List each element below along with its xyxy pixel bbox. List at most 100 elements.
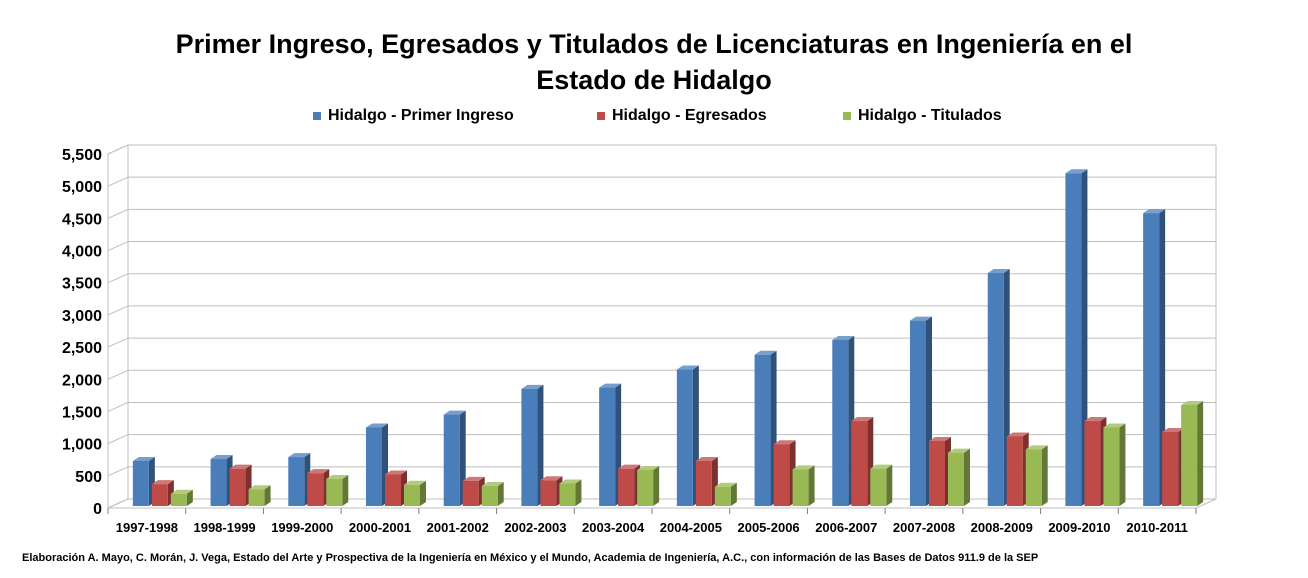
bar <box>792 469 809 506</box>
legend-item-egresados: Hidalgo - Egresados <box>597 107 767 125</box>
bar-top <box>248 485 271 490</box>
bar <box>1025 449 1042 506</box>
gridline-depth <box>107 369 129 380</box>
bar <box>773 444 790 506</box>
bar <box>462 480 479 506</box>
bar-side <box>964 448 970 506</box>
y-tick-label: 2,000 <box>62 372 102 389</box>
bar <box>170 493 187 506</box>
y-tick-label: 0 <box>93 501 102 518</box>
bar-top <box>676 365 699 370</box>
bar-top <box>1065 169 1088 174</box>
bar-side <box>808 465 815 506</box>
bar-side <box>264 485 271 506</box>
bar <box>366 427 382 506</box>
bar-top <box>851 417 874 422</box>
bar <box>288 457 305 506</box>
legend-label-primer-ingreso: Hidalgo - Primer Ingreso <box>328 107 514 124</box>
legend-swatch-primer-ingreso <box>313 112 321 120</box>
bar-top <box>443 410 466 415</box>
bar-top <box>326 474 349 479</box>
bar-top <box>1143 209 1166 214</box>
bar <box>521 388 538 506</box>
bar <box>637 469 654 506</box>
bar-top <box>385 470 407 475</box>
x-tick-label: 1997-1998 <box>116 520 178 535</box>
y-tick-label: 5,000 <box>62 179 102 196</box>
bar-top <box>618 464 641 469</box>
bar-side <box>730 482 737 506</box>
x-tick-label: 2004-2005 <box>660 520 722 535</box>
bar-top <box>1162 427 1185 432</box>
bar-side <box>342 474 349 506</box>
x-tick-label: 2007-2008 <box>893 520 955 535</box>
bar <box>1143 213 1160 507</box>
bar-top <box>773 440 796 445</box>
bar-top <box>1103 423 1126 428</box>
bar <box>676 369 693 506</box>
x-tick-label: 2002-2003 <box>504 520 566 535</box>
bar <box>151 484 168 506</box>
x-tick-label: 2001-2002 <box>427 520 489 535</box>
bar <box>404 484 420 506</box>
bar-top <box>599 383 622 388</box>
gridline-depth <box>107 498 129 509</box>
bar <box>851 421 868 506</box>
bar <box>910 320 926 506</box>
x-tick-label: 1998-1999 <box>193 520 255 535</box>
bar <box>540 480 557 506</box>
bar <box>870 468 887 506</box>
bar <box>1084 421 1101 506</box>
x-tick-label: 2009-2010 <box>1048 520 1110 535</box>
bar <box>559 483 576 506</box>
bar-side <box>1041 445 1048 506</box>
side-wall <box>107 144 129 509</box>
bar-side <box>497 482 504 506</box>
bar <box>132 460 149 506</box>
bar-top <box>870 464 893 469</box>
gridline-depth <box>107 208 129 219</box>
bar-top <box>714 482 737 487</box>
chart-title-line-1: Primer Ingreso, Egresados y Titulados de… <box>175 29 1133 59</box>
y-tick-label: 5,500 <box>62 147 102 164</box>
gridline-depth <box>107 176 129 187</box>
bar-top <box>987 269 1010 274</box>
y-tick-label: 2,500 <box>62 340 102 357</box>
bar-top <box>792 465 815 470</box>
bar <box>229 468 246 506</box>
bar-side <box>886 464 893 506</box>
bar-top <box>366 423 388 428</box>
legend-label-titulados: Hidalgo - Titulados <box>858 107 1002 124</box>
bar-side <box>575 479 582 506</box>
y-tick-label: 4,000 <box>62 244 102 261</box>
bar-top <box>288 453 311 458</box>
bar <box>929 440 945 506</box>
bar-top <box>754 350 777 355</box>
bar-top <box>151 480 174 485</box>
x-tick-label: 2010-2011 <box>1126 520 1187 535</box>
bar <box>443 414 460 506</box>
bar-side <box>1119 423 1126 506</box>
bar <box>1006 436 1023 506</box>
x-tick-label: 2005-2006 <box>737 520 799 535</box>
x-tick-label: 2000-2001 <box>349 520 411 535</box>
bar-top <box>1025 445 1048 450</box>
bar <box>248 489 265 506</box>
bar <box>987 273 1004 506</box>
bar <box>1181 404 1198 506</box>
gridline-depth <box>107 466 129 477</box>
chart-title: Primer Ingreso, Egresados y Titulados de… <box>0 26 1308 98</box>
bar-top <box>1181 400 1204 405</box>
bar <box>714 486 731 506</box>
y-tick-label: 1,000 <box>62 437 102 454</box>
gridline-depth <box>107 337 129 348</box>
x-tick-label: 1999-2000 <box>271 520 333 535</box>
bar <box>385 474 401 506</box>
bar-top <box>540 476 563 481</box>
bar <box>307 473 324 506</box>
x-tick-label: 2006-2007 <box>815 520 877 535</box>
bar-top <box>929 436 951 441</box>
bar-top <box>1084 417 1107 422</box>
bar-top <box>832 335 855 340</box>
